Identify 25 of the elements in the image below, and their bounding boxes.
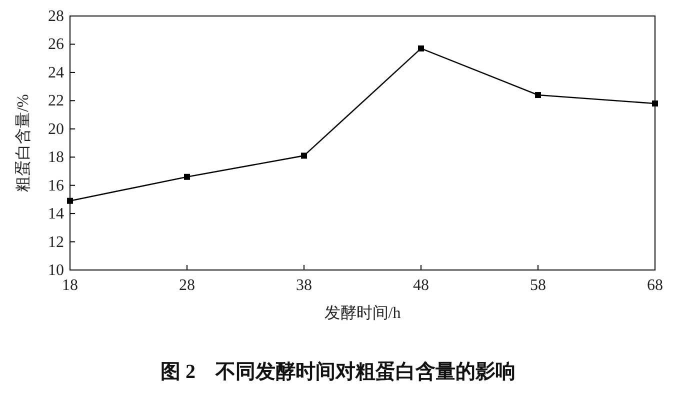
y-tick-label: 22 [48, 92, 64, 110]
y-tick-label: 10 [48, 262, 64, 279]
x-tick-label: 38 [296, 277, 312, 294]
point [67, 198, 73, 204]
point [301, 152, 307, 159]
y-tick-label: 26 [48, 36, 64, 54]
y-tick-label: 28 [48, 8, 64, 25]
text: 图 2 不同发酵时间对粗蛋白含量的影响 [160, 360, 516, 383]
x-tick-label: 58 [530, 277, 546, 294]
point [418, 45, 424, 52]
x-tick-label: 18 [62, 277, 78, 294]
point [652, 100, 658, 106]
y-tick-label: 24 [48, 64, 64, 82]
x-tick-label: 48 [413, 277, 429, 294]
x-axis-title: 发酵时间/h [324, 304, 401, 322]
point [535, 92, 541, 98]
x-tick-label: 68 [647, 277, 663, 294]
y-tick-label: 16 [48, 177, 64, 194]
point [184, 174, 190, 180]
y-tick-label: 18 [48, 149, 64, 166]
x-tick-label: 28 [179, 277, 195, 294]
y-tick-label: 20 [48, 120, 64, 138]
y-tick-label: 14 [48, 206, 64, 223]
y-tick-label: 12 [48, 234, 64, 251]
y-axis-title: 粗蛋白含量/% [14, 94, 32, 192]
